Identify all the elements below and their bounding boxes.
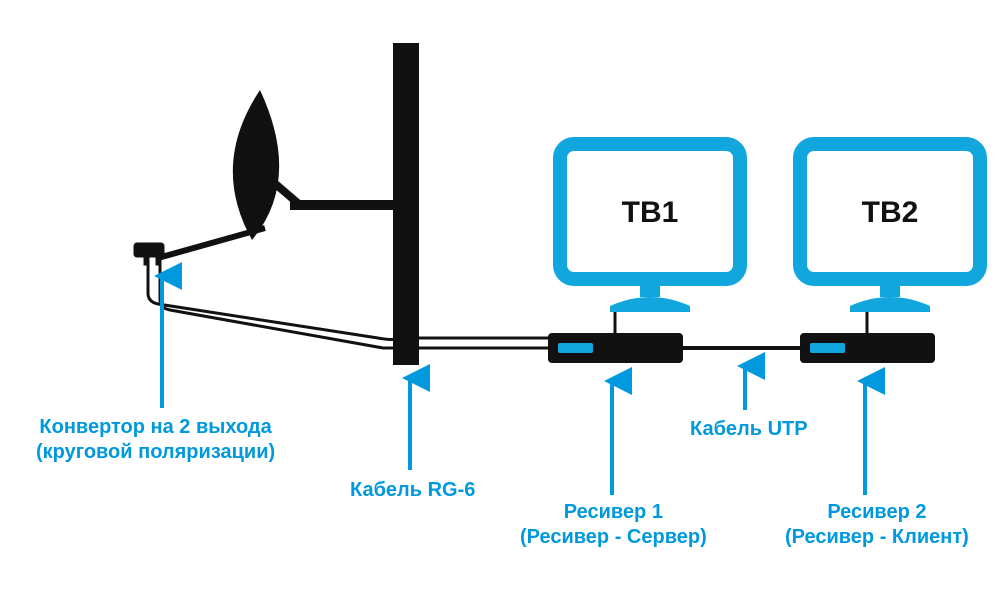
cables-rg6 [148,43,548,348]
label-cable-utp: Кабель UTP [690,417,808,442]
label-receiver-1: Ресивер 1 (Ресивер - Сервер) [520,500,707,550]
label-converter: Конвертор на 2 выхода (круговой поляриза… [36,415,275,465]
satellite-dish [134,90,393,265]
receiver-1 [548,333,683,363]
tv-1: ТВ1 [560,144,740,312]
tv2-text: ТВ2 [862,196,919,229]
label-receiver-2: Ресивер 2 (Ресивер - Клиент) [785,500,969,550]
tv1-text: ТВ1 [622,196,679,229]
receiver-2 [800,333,935,363]
tv-2: ТВ2 [800,144,980,312]
lnb-converter [134,243,164,265]
wall [393,43,419,365]
diagram-canvas: ТВ1 ТВ2 Конвертор на 2 выхода (круговой … [0,0,1000,605]
label-cable-rg6: Кабель RG-6 [350,478,475,503]
